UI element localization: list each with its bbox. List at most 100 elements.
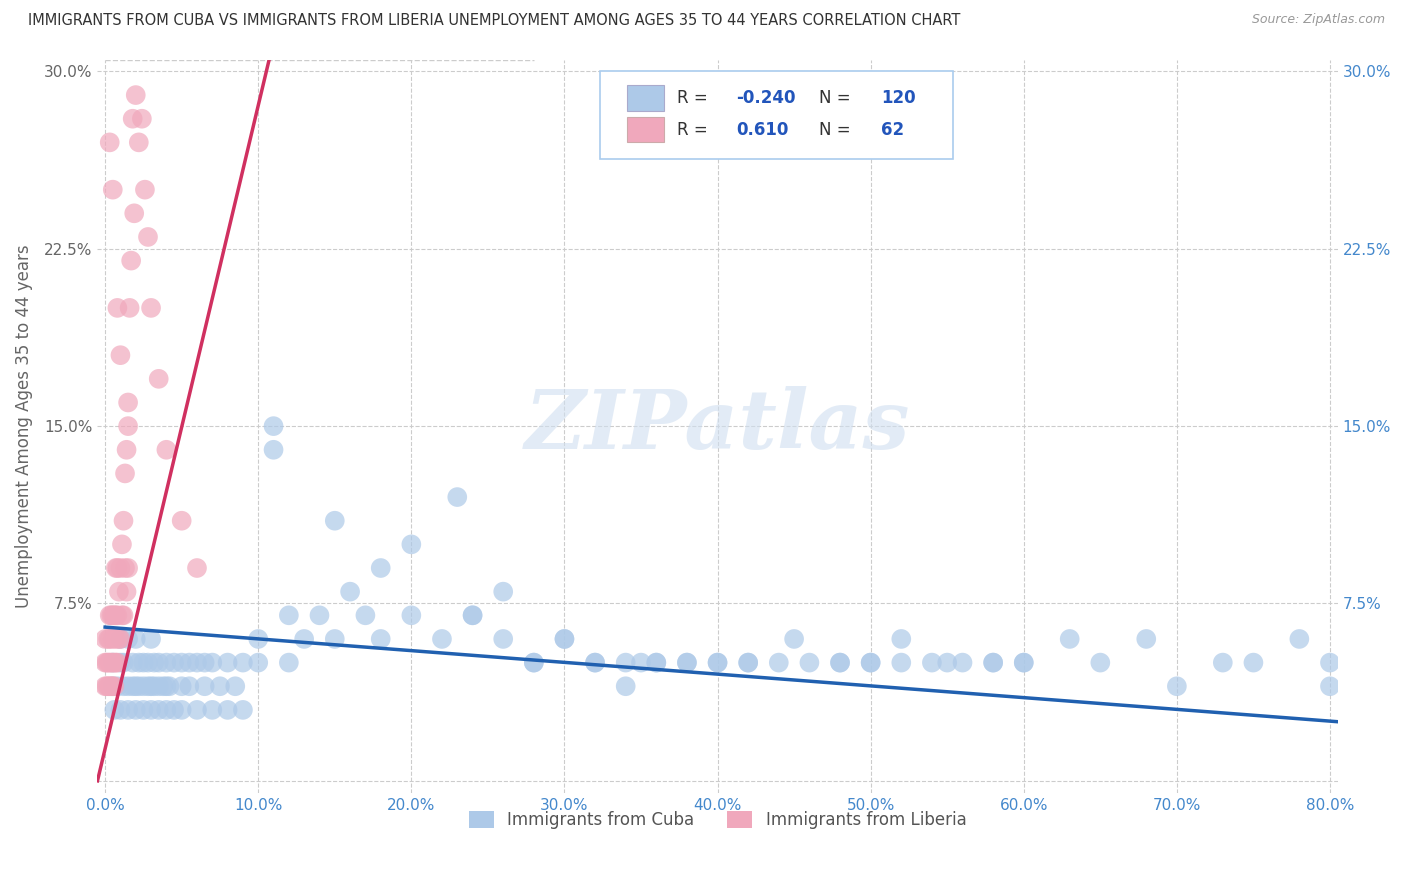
Point — [132, 656, 155, 670]
Point — [110, 656, 132, 670]
Point — [1319, 656, 1341, 670]
Point — [132, 679, 155, 693]
Point — [108, 584, 131, 599]
Point — [247, 632, 270, 646]
Point — [163, 656, 186, 670]
Text: 62: 62 — [882, 121, 904, 139]
Point — [1319, 679, 1341, 693]
Point — [370, 632, 392, 646]
Point — [308, 608, 330, 623]
Point — [97, 656, 120, 670]
Point — [98, 136, 121, 150]
Point — [1012, 656, 1035, 670]
Text: 120: 120 — [882, 89, 915, 107]
Point — [105, 608, 128, 623]
Point — [1059, 632, 1081, 646]
Text: N =: N = — [820, 121, 856, 139]
Point — [103, 679, 125, 693]
Point — [170, 679, 193, 693]
Point — [100, 656, 122, 670]
Point — [139, 679, 162, 693]
Point — [583, 656, 606, 670]
Point — [553, 632, 575, 646]
Point — [125, 632, 148, 646]
Point — [155, 656, 177, 670]
Point — [523, 656, 546, 670]
Point — [100, 679, 122, 693]
Point — [890, 656, 912, 670]
Point — [186, 703, 208, 717]
Point — [148, 679, 170, 693]
Point — [101, 656, 124, 670]
Point — [100, 608, 122, 623]
Point — [134, 183, 156, 197]
Legend: Immigrants from Cuba, Immigrants from Liberia: Immigrants from Cuba, Immigrants from Li… — [463, 804, 973, 836]
Point — [117, 632, 139, 646]
Point — [94, 656, 117, 670]
Point — [981, 656, 1004, 670]
Point — [217, 656, 239, 670]
Point — [98, 679, 121, 693]
Point — [128, 136, 150, 150]
Point — [98, 632, 121, 646]
Point — [117, 679, 139, 693]
Point — [370, 561, 392, 575]
Point — [125, 88, 148, 103]
Point — [194, 679, 217, 693]
Text: -0.240: -0.240 — [737, 89, 796, 107]
Point — [936, 656, 959, 670]
Point — [737, 656, 759, 670]
Point — [232, 656, 254, 670]
Point — [103, 703, 125, 717]
Point — [354, 608, 377, 623]
Text: ZIPatlas: ZIPatlas — [524, 386, 910, 467]
Point — [101, 608, 124, 623]
Point — [224, 679, 246, 693]
Y-axis label: Unemployment Among Ages 35 to 44 years: Unemployment Among Ages 35 to 44 years — [15, 244, 32, 608]
Point — [217, 703, 239, 717]
Point — [115, 584, 138, 599]
Point — [122, 206, 145, 220]
Point — [981, 656, 1004, 670]
Point — [110, 632, 132, 646]
Point — [112, 514, 135, 528]
Point — [1288, 632, 1310, 646]
FancyBboxPatch shape — [627, 117, 664, 143]
Point — [461, 608, 484, 623]
Point — [170, 514, 193, 528]
Point — [143, 679, 166, 693]
Point — [104, 561, 127, 575]
Point — [201, 656, 224, 670]
Point — [148, 656, 170, 670]
Point — [828, 656, 851, 670]
Point — [1090, 656, 1112, 670]
Point — [645, 656, 668, 670]
Point — [263, 419, 285, 434]
Point — [170, 703, 193, 717]
Point — [121, 112, 143, 126]
Text: R =: R = — [676, 89, 713, 107]
Point — [768, 656, 790, 670]
Point — [96, 679, 118, 693]
Point — [645, 656, 668, 670]
Point — [112, 679, 135, 693]
Point — [120, 253, 142, 268]
Point — [630, 656, 652, 670]
Point — [277, 656, 299, 670]
Point — [523, 656, 546, 670]
Point — [136, 679, 159, 693]
Point — [98, 608, 121, 623]
Point — [104, 632, 127, 646]
Point — [111, 608, 134, 623]
Point — [163, 703, 186, 717]
Point — [105, 679, 128, 693]
Point — [179, 679, 201, 693]
Point — [104, 608, 127, 623]
Point — [136, 230, 159, 244]
Point — [117, 419, 139, 434]
Point — [148, 703, 170, 717]
Text: N =: N = — [820, 89, 856, 107]
Point — [105, 561, 128, 575]
Point — [194, 656, 217, 670]
Point — [101, 656, 124, 670]
